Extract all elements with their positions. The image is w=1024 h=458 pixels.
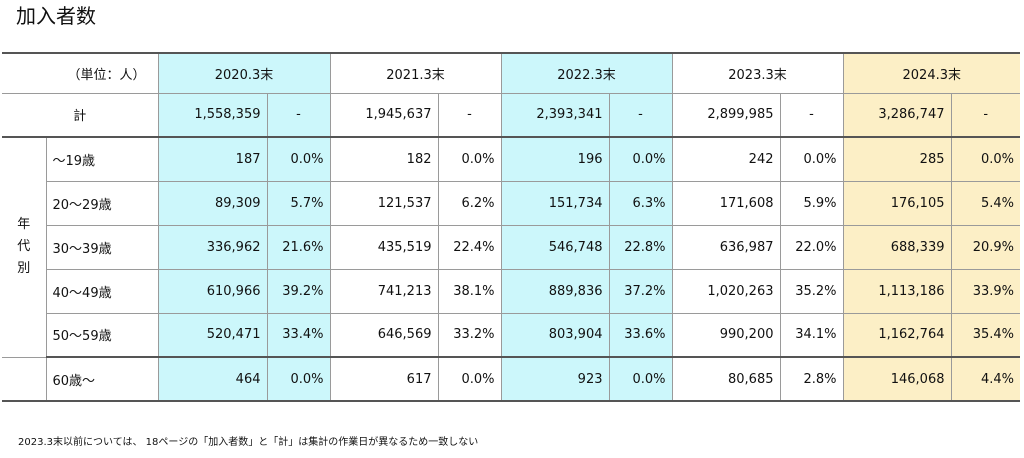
value-cell: 803,904 [500,312,610,358]
pct-cell: 35.4% [950,312,1020,358]
total-value: 3,286,747 [842,92,952,138]
pct-cell: 0.0% [266,356,331,402]
pct-cell: 0.0% [779,136,844,182]
value-cell: 187 [157,136,268,182]
pct-cell: 22.0% [779,224,844,270]
pct-cell: 37.2% [608,268,673,314]
total-label: 計 [2,92,159,138]
page-title: 加入者数 [16,4,96,28]
value-cell: 336,962 [157,224,268,270]
value-cell: 196 [500,136,610,182]
year-header: 2020.3末 [157,52,331,94]
value-cell: 1,020,263 [671,268,781,314]
table-row: 60歳～ 464 0.0% 617 0.0% 923 0.0% 80,685 2… [2,356,1020,402]
value-cell: 1,162,764 [842,312,952,358]
pct-cell: 38.1% [437,268,502,314]
pct-cell: 33.4% [266,312,331,358]
value-cell: 464 [157,356,268,402]
pct-cell: 33.2% [437,312,502,358]
value-cell: 242 [671,136,781,182]
age-label: 20～29歳 [46,180,159,226]
year-header: 2024.3末 [842,52,1020,94]
pct-cell: 21.6% [266,224,331,270]
pct-cell: 6.2% [437,180,502,226]
value-cell: 636,987 [671,224,781,270]
total-pct: - [950,92,1020,138]
unit-label: （単位：人） [2,52,159,94]
table-row: 30～39歳 336,962 21.6% 435,519 22.4% 546,7… [2,224,1020,270]
year-header: 2022.3末 [500,52,673,94]
header-row: （単位：人） 2020.3末 2021.3末 2022.3末 2023.3末 2… [2,52,1020,94]
pct-cell: 0.0% [437,356,502,402]
age-group-label-cell: 年代別 [2,136,47,358]
value-cell: 688,339 [842,224,952,270]
pct-cell: 20.9% [950,224,1020,270]
age-label: 40～49歳 [46,268,159,314]
pct-cell: 5.7% [266,180,331,226]
table-row: 年代別 ～19歳 187 0.0% 182 0.0% 196 0.0% 242 … [2,136,1020,358]
value-cell: 617 [329,356,439,402]
value-cell: 151,734 [500,180,610,226]
table-row: 20～29歳 89,309 5.7% 121,537 6.2% 151,734 … [2,180,1020,226]
pct-cell: 5.9% [779,180,844,226]
year-header: 2023.3末 [671,52,844,94]
total-row: 計 1,558,359 - 1,945,637 - 2,393,341 - 2,… [2,92,1020,138]
total-pct: - [779,92,844,138]
age-label: 30～39歳 [46,224,159,270]
value-cell: 182 [329,136,439,182]
value-cell: 990,200 [671,312,781,358]
pct-cell: 0.0% [266,136,331,182]
pct-cell: 39.2% [266,268,331,314]
value-cell: 546,748 [500,224,610,270]
value-cell: 285 [842,136,952,182]
total-pct: - [608,92,673,138]
age-label: 60歳～ [45,356,159,402]
pct-cell: 33.6% [608,312,673,358]
value-cell: 146,068 [842,356,952,402]
value-cell: 80,685 [671,356,781,402]
total-pct: - [437,92,502,138]
pct-cell: 6.3% [608,180,673,226]
value-cell: 889,836 [500,268,610,314]
age-group-label: 年代別 [17,217,31,277]
total-value: 2,393,341 [500,92,610,138]
total-pct: - [266,92,331,138]
value-cell: 435,519 [329,224,439,270]
pct-cell: 0.0% [608,136,673,182]
year-header: 2021.3末 [329,52,502,94]
value-cell: 171,608 [671,180,781,226]
value-cell: 1,113,186 [842,268,952,314]
pct-cell: 34.1% [779,312,844,358]
total-value: 1,558,359 [157,92,268,138]
pct-cell: 2.8% [779,356,844,402]
pct-cell: 35.2% [779,268,844,314]
pct-cell: 0.0% [608,356,673,402]
pct-cell: 33.9% [950,268,1020,314]
pct-cell: 22.8% [608,224,673,270]
value-cell: 646,569 [329,312,439,358]
empty-group-cell [2,356,47,402]
pct-cell: 0.0% [950,136,1020,182]
table-row: 40～49歳 610,966 39.2% 741,213 38.1% 889,8… [2,268,1020,314]
value-cell: 610,966 [157,268,268,314]
pct-cell: 22.4% [437,224,502,270]
value-cell: 520,471 [157,312,268,358]
pct-cell: 4.4% [950,356,1020,402]
age-label: 50～59歳 [46,312,159,358]
total-value: 1,945,637 [329,92,439,138]
table-row: 50～59歳 520,471 33.4% 646,569 33.2% 803,9… [2,312,1020,358]
value-cell: 741,213 [329,268,439,314]
value-cell: 176,105 [842,180,952,226]
age-label: ～19歳 [45,136,159,182]
subscriber-table: （単位：人） 2020.3末 2021.3末 2022.3末 2023.3末 2… [2,52,1020,402]
pct-cell: 0.0% [437,136,502,182]
footnote: 2023.3末以前については、 18ページの「加入者数」と「計」は集計の作業日が… [18,437,479,448]
value-cell: 923 [500,356,610,402]
pct-cell: 5.4% [950,180,1020,226]
value-cell: 121,537 [329,180,439,226]
total-value: 2,899,985 [671,92,781,138]
value-cell: 89,309 [157,180,268,226]
